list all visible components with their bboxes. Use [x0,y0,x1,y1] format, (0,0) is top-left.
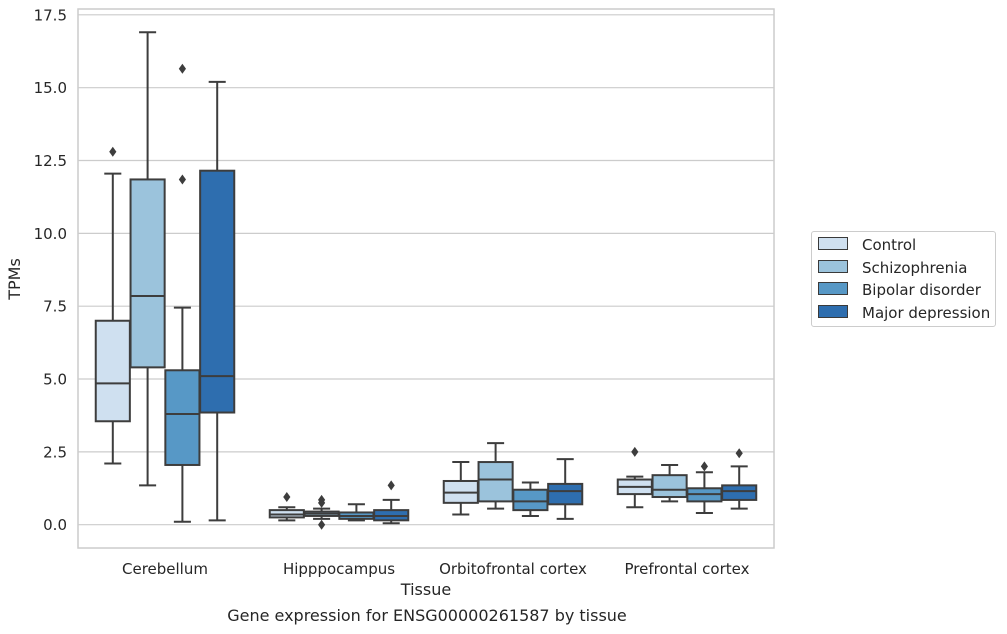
y-tick-label: 15.0 [34,79,67,97]
box-bipolar-disorder-2 [512,481,549,517]
box-major-depression-3 [721,448,758,510]
legend-swatch-control [818,237,848,250]
legend-label-control: Control [862,236,917,254]
x-tick-label: Orbitofrontal cortex [439,560,587,578]
legend-item-control: Control [818,235,916,255]
box-schizophrenia-3 [651,463,688,503]
x-tick-label: Hipppocampus [283,560,395,578]
box-major-depression-1 [373,480,410,525]
box-iqr [721,484,758,501]
legend-label-bipolar-disorder: Bipolar disorder [862,281,981,299]
box-iqr [512,488,549,512]
box-control-2 [442,461,479,516]
outlier-point [178,63,186,74]
y-tick-label: 12.5 [34,152,67,170]
x-axis-ticks: Cerebellum Hipppocampus Orbitofrontal cort… [122,560,750,578]
plot-frame [77,8,775,549]
legend-item-major-depression: Major depression [818,303,990,323]
x-tick-label: Cerebellum [122,560,208,578]
box-iqr [547,482,584,506]
x-axis-label: Tissue [400,580,451,599]
box-control-1 [268,492,305,522]
figure-caption: Gene expression for ENSG00000261587 by t… [227,606,627,625]
box-groups [94,31,758,530]
box-iqr [651,474,688,499]
x-tick-label: Prefrontal cortex [625,560,750,578]
outlier-point [318,497,326,508]
y-tick-label: 0.0 [43,516,67,534]
box-iqr [477,461,514,503]
box-control-0 [94,146,131,465]
outlier-point [318,519,326,530]
outlier-point [178,174,186,185]
box-schizophrenia-1 [303,494,340,530]
box-bipolar-disorder-1 [338,503,375,522]
y-tick-label: 2.5 [43,443,67,461]
box-major-depression-2 [547,458,584,520]
legend-swatch-bipolar-disorder [818,282,848,295]
y-tick-label: 10.0 [34,225,67,243]
box-schizophrenia-2 [477,442,514,510]
box-control-3 [616,446,653,509]
legend-swatch-schizophrenia [818,260,848,273]
box-bipolar-disorder-0 [164,63,201,523]
outlier-point [283,492,291,503]
outlier-point [387,480,395,491]
outlier-point [735,448,743,459]
box-schizophrenia-0 [129,31,166,487]
outlier-point [631,446,639,457]
box-major-depression-0 [199,80,236,522]
legend-item-schizophrenia: Schizophrenia [818,258,967,278]
legend-item-bipolar-disorder: Bipolar disorder [818,280,981,300]
legend-swatch-major-depression [818,305,848,318]
y-tick-label: 17.5 [34,6,67,24]
box-bipolar-disorder-3 [686,461,723,515]
y-axis-ticks: 0.0 2.5 5.0 7.5 10.0 12.5 15.0 17.5 [34,6,67,534]
box-iqr [94,319,131,423]
outlier-point [109,146,117,157]
outlier-point [700,461,708,472]
box-iqr [164,369,201,466]
legend: Control Schizophrenia Bipolar disorder M… [811,231,996,327]
legend-label-major-depression: Major depression [862,304,991,322]
box-iqr [129,178,166,369]
box-iqr [199,169,236,414]
legend-label-schizophrenia: Schizophrenia [862,259,968,277]
y-axis-label: TPMs [5,258,24,301]
y-tick-label: 7.5 [43,298,67,316]
y-tick-label: 5.0 [43,371,67,389]
